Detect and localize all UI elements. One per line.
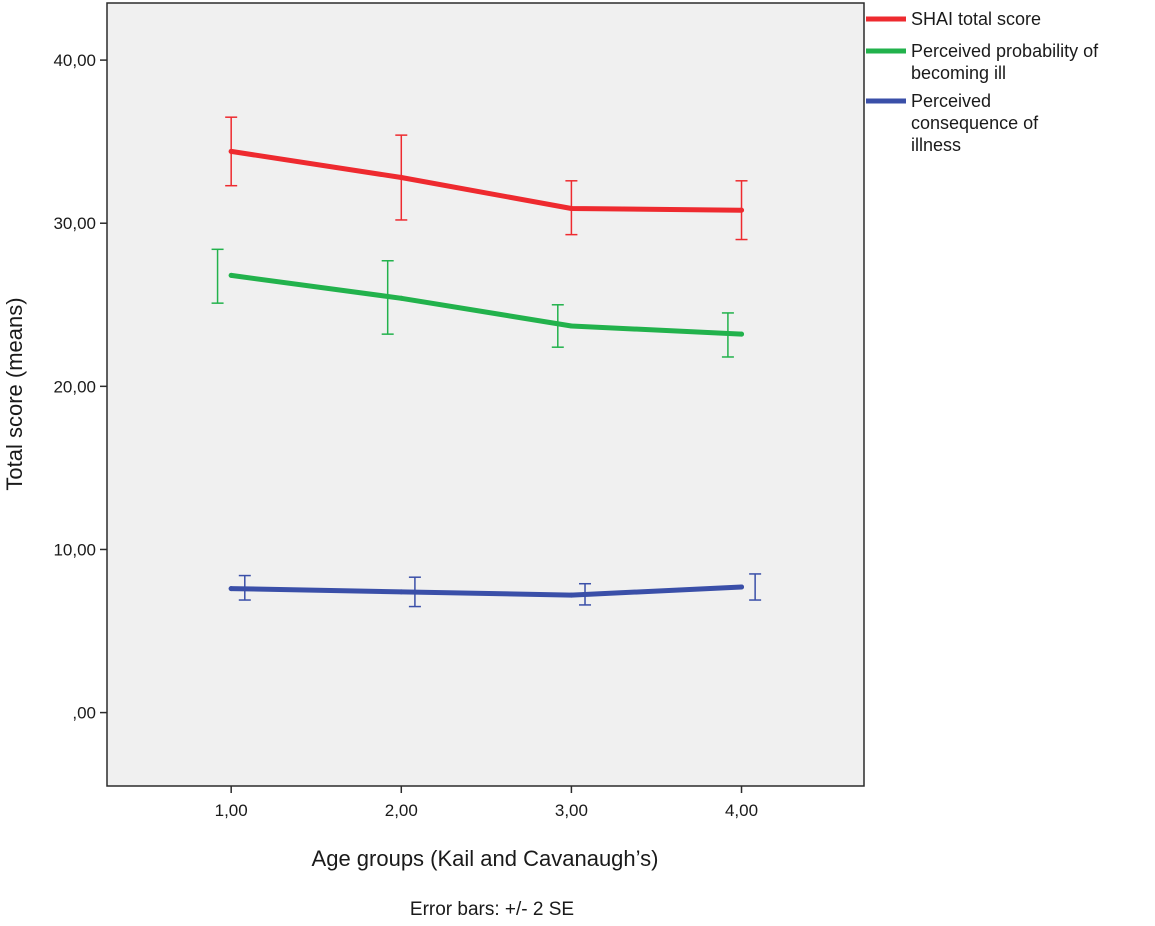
x-tick-label: 1,00 <box>215 801 248 820</box>
plot-area <box>106 2 865 787</box>
data-point <box>739 207 745 213</box>
error-bars-footnote: Error bars: +/- 2 SE <box>410 899 574 920</box>
data-point <box>228 148 234 154</box>
y-axis: ,00 10,00 20,00 30,00 40,00 <box>53 51 107 723</box>
data-point <box>398 295 404 301</box>
data-point <box>228 272 234 278</box>
data-point <box>739 584 745 590</box>
legend-label: consequence of <box>911 113 1039 133</box>
series-line <box>228 148 744 213</box>
series-line <box>228 272 744 337</box>
x-tick-label: 4,00 <box>725 801 758 820</box>
x-tick-label: 2,00 <box>385 801 418 820</box>
legend-label: Perceived <box>911 91 991 111</box>
series-line <box>228 584 744 598</box>
data-point <box>228 586 234 592</box>
legend-item-1: SHAI total score <box>866 9 1041 29</box>
y-tick-label: 10,00 <box>53 540 96 559</box>
legend-label: illness <box>911 135 961 155</box>
y-tick-label: 30,00 <box>53 214 96 233</box>
legend-label: Perceived probability of <box>911 41 1099 61</box>
data-point <box>398 175 404 181</box>
x-tick-label: 3,00 <box>555 801 588 820</box>
data-point <box>568 323 574 329</box>
data-point <box>739 331 745 337</box>
legend: SHAI total score Perceived probability of… <box>866 9 1099 155</box>
data-point <box>568 206 574 212</box>
legend-label: SHAI total score <box>911 9 1041 29</box>
series-3 <box>228 573 762 608</box>
y-tick-label: 20,00 <box>53 377 96 396</box>
x-axis-title: Age groups (Kail and Cavanaugh’s) <box>312 846 659 871</box>
y-tick-label: ,00 <box>72 704 96 723</box>
y-tick-label: 40,00 <box>53 51 96 70</box>
series-2 <box>211 248 745 358</box>
y-axis-title: Total score (means) <box>2 297 27 490</box>
series-1 <box>225 116 748 241</box>
data-point <box>398 589 404 595</box>
x-axis: 1,00 2,00 3,00 4,00 <box>215 786 758 820</box>
data-point <box>568 592 574 598</box>
series-layer <box>211 116 762 608</box>
legend-label: becoming ill <box>911 63 1006 83</box>
